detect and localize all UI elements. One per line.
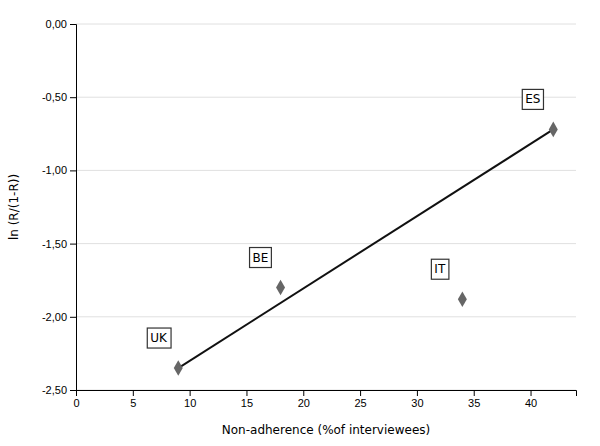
- annotation-box: [431, 259, 449, 279]
- annotation: IT: [431, 259, 449, 279]
- grid-line: [76, 170, 576, 171]
- y-tick: -2,00: [42, 311, 76, 323]
- y-tick-label: -0,50: [42, 91, 67, 103]
- x-tick-mark: [133, 390, 134, 396]
- x-tick-mark: [190, 390, 191, 396]
- y-tick-label: 0,00: [46, 18, 67, 30]
- x-tick-label: 10: [184, 397, 196, 409]
- x-tick: 0: [73, 390, 79, 409]
- x-axis-line: [77, 391, 577, 397]
- x-tick-mark: [303, 390, 304, 396]
- y-tick-label: -2,50: [42, 384, 67, 396]
- y-tick-mark: [70, 317, 76, 318]
- x-tick-mark: [417, 390, 418, 396]
- x-tick-label: 20: [298, 397, 310, 409]
- y-axis: 0,00 -0,50 -1,00 -1,50 -2,00 -2,50: [42, 18, 77, 396]
- x-axis: 0 5 10 15 20 25 30 35 40: [73, 390, 576, 409]
- y-tick-mark: [70, 24, 76, 25]
- annotation-label: IT: [434, 262, 446, 276]
- x-tick-label: 35: [468, 397, 480, 409]
- grid-line: [76, 316, 576, 317]
- y-tick: -2,50: [42, 384, 76, 396]
- x-tick-label: 5: [130, 397, 136, 409]
- point: [549, 122, 558, 138]
- annotation: BE: [250, 248, 272, 268]
- y-tick: -0,50: [42, 91, 76, 103]
- grid: [76, 24, 576, 390]
- annotation-box: [522, 89, 543, 109]
- plot-area: 0 5 10 15 20 25 30 35 40 0,00 -0,50 -1,00 -1,50 -2,00…: [42, 18, 577, 409]
- grid-line: [76, 97, 576, 98]
- y-tick: 0,00: [46, 18, 76, 30]
- point: [458, 291, 467, 307]
- annotation-label: ES: [525, 92, 540, 106]
- annotation: ES: [522, 89, 543, 109]
- y-tick-mark: [70, 244, 76, 245]
- chart: 0 5 10 15 20 25 30 35 40 0,00 -0,50 -1,00 -1,50 -2,00…: [0, 0, 600, 446]
- y-tick-label: -1,50: [42, 238, 67, 250]
- annotations: UK BE IT ES: [147, 89, 543, 348]
- x-tick-label: 25: [354, 397, 366, 409]
- x-tick: 20: [298, 390, 310, 409]
- point: [174, 360, 183, 376]
- x-tick: 40: [525, 390, 537, 409]
- x-axis-title: Non-adherence (%of interviewees): [222, 423, 430, 437]
- y-axis-title: ln (R/(1-R)): [7, 174, 21, 240]
- grid-line: [76, 24, 576, 25]
- x-tick-mark: [360, 390, 361, 396]
- x-tick-mark: [246, 390, 247, 396]
- x-tick-mark: [531, 390, 532, 396]
- x-tick: 25: [354, 390, 366, 409]
- marks: [174, 122, 558, 376]
- y-tick-mark: [70, 170, 76, 171]
- y-tick-mark: [70, 390, 76, 391]
- x-tick-mark: [474, 390, 475, 396]
- point: [276, 280, 285, 296]
- x-tick-label: 40: [525, 397, 537, 409]
- y-tick-label: -1,00: [42, 164, 67, 176]
- annotation-box: [250, 248, 272, 268]
- x-tick: 30: [411, 390, 423, 409]
- y-tick: -1,50: [42, 238, 76, 250]
- y-tick: -1,00: [42, 164, 76, 176]
- y-tick-label: -2,00: [42, 311, 67, 323]
- x-tick: 5: [130, 390, 136, 409]
- x-tick-label: 30: [411, 397, 423, 409]
- y-axis-line: [70, 25, 77, 391]
- annotation: UK: [147, 328, 171, 348]
- regression-line: [178, 129, 553, 368]
- annotation-box: [147, 328, 171, 348]
- annotation-label: UK: [150, 331, 168, 345]
- annotation-label: BE: [253, 251, 269, 265]
- x-tick-label: 15: [241, 397, 253, 409]
- grid-line: [76, 243, 576, 244]
- x-tick: 10: [184, 390, 196, 409]
- y-tick-mark: [70, 97, 76, 98]
- x-tick: 15: [241, 390, 253, 409]
- x-tick-label: 0: [73, 397, 79, 409]
- x-tick: 35: [468, 390, 480, 409]
